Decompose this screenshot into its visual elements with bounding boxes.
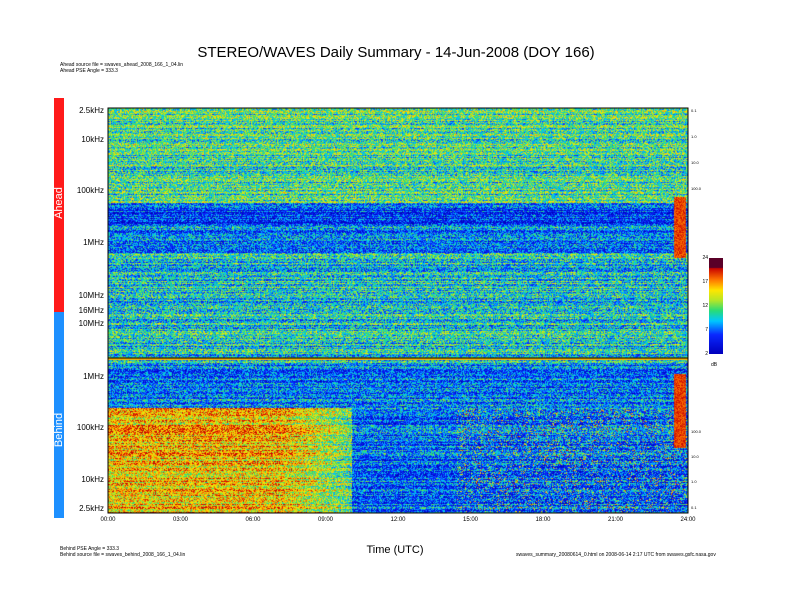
right-tick-label: 100.0 [691,429,702,434]
spectrogram-image [108,108,688,513]
colorbar-tick-label: 24 [702,255,708,261]
ahead-source-text: Ahead source file = swaves_ahead_2008_16… [60,62,184,68]
x-tick-label: 18:00 [535,517,551,523]
y-tick-label: 10kHz [81,135,104,144]
y-tick-label: 1MHz [83,372,104,381]
y-tick-label: 10kHz [81,475,104,484]
x-tick-label: 24:00 [680,517,696,523]
behind-angle-text: Behind PSE Angle = 333.3 [60,546,120,552]
behind-sidebar [54,312,64,518]
colorbar-tick-label: 7 [705,327,708,333]
right-tick-label: 10.0 [691,160,699,165]
x-tick-label: 00:00 [100,517,116,523]
y-tick-label: 2.5kHz [79,106,104,115]
ahead-angle-text: Ahead PSE Angle = 333.3 [60,68,118,74]
x-tick-label: 15:00 [462,517,478,523]
x-tick-label: 06:00 [245,517,261,523]
y-tick-label: 10MHz [78,291,104,300]
colorbar-unit: dB [711,362,718,368]
colorbar-tick-label: 2 [705,351,708,357]
y-tick-label: 100kHz [76,423,104,432]
x-axis-label: Time (UTC) [366,544,424,556]
x-tick-label: 12:00 [390,517,406,523]
x-tick-label: 03:00 [172,517,188,523]
right-tick-label: 0.1 [691,505,697,510]
y-tick-label: 1MHz [83,238,104,247]
colorbar-tick-label: 12 [702,303,708,309]
right-tick-label: 0.1 [691,108,697,113]
y-tick-label: 10MHz [78,319,104,328]
y-tick-label: 100kHz [76,186,104,195]
plot-frame [107,107,689,514]
y-tick-label: 2.5kHz [79,504,104,513]
colorbar-tick-label: 17 [702,279,708,285]
y-tick-label: 16MHz [78,306,104,315]
colorbar [709,258,723,354]
right-tick-label: 100.0 [691,186,702,191]
right-tick-label: 1.0 [691,134,697,139]
footer-generated-text: swaves_summary_20080614_0.html on 2008-0… [516,552,716,558]
behind-source-text: Behind source file = swaves_behind_2008_… [60,552,186,558]
x-tick-label: 21:00 [607,517,623,523]
ahead-sidebar [54,98,64,312]
chart-title: STEREO/WAVES Daily Summary - 14-Jun-2008… [197,44,595,61]
right-tick-label: 1.0 [691,479,697,484]
right-tick-label: 10.0 [691,454,699,459]
x-tick-label: 09:00 [317,517,333,523]
